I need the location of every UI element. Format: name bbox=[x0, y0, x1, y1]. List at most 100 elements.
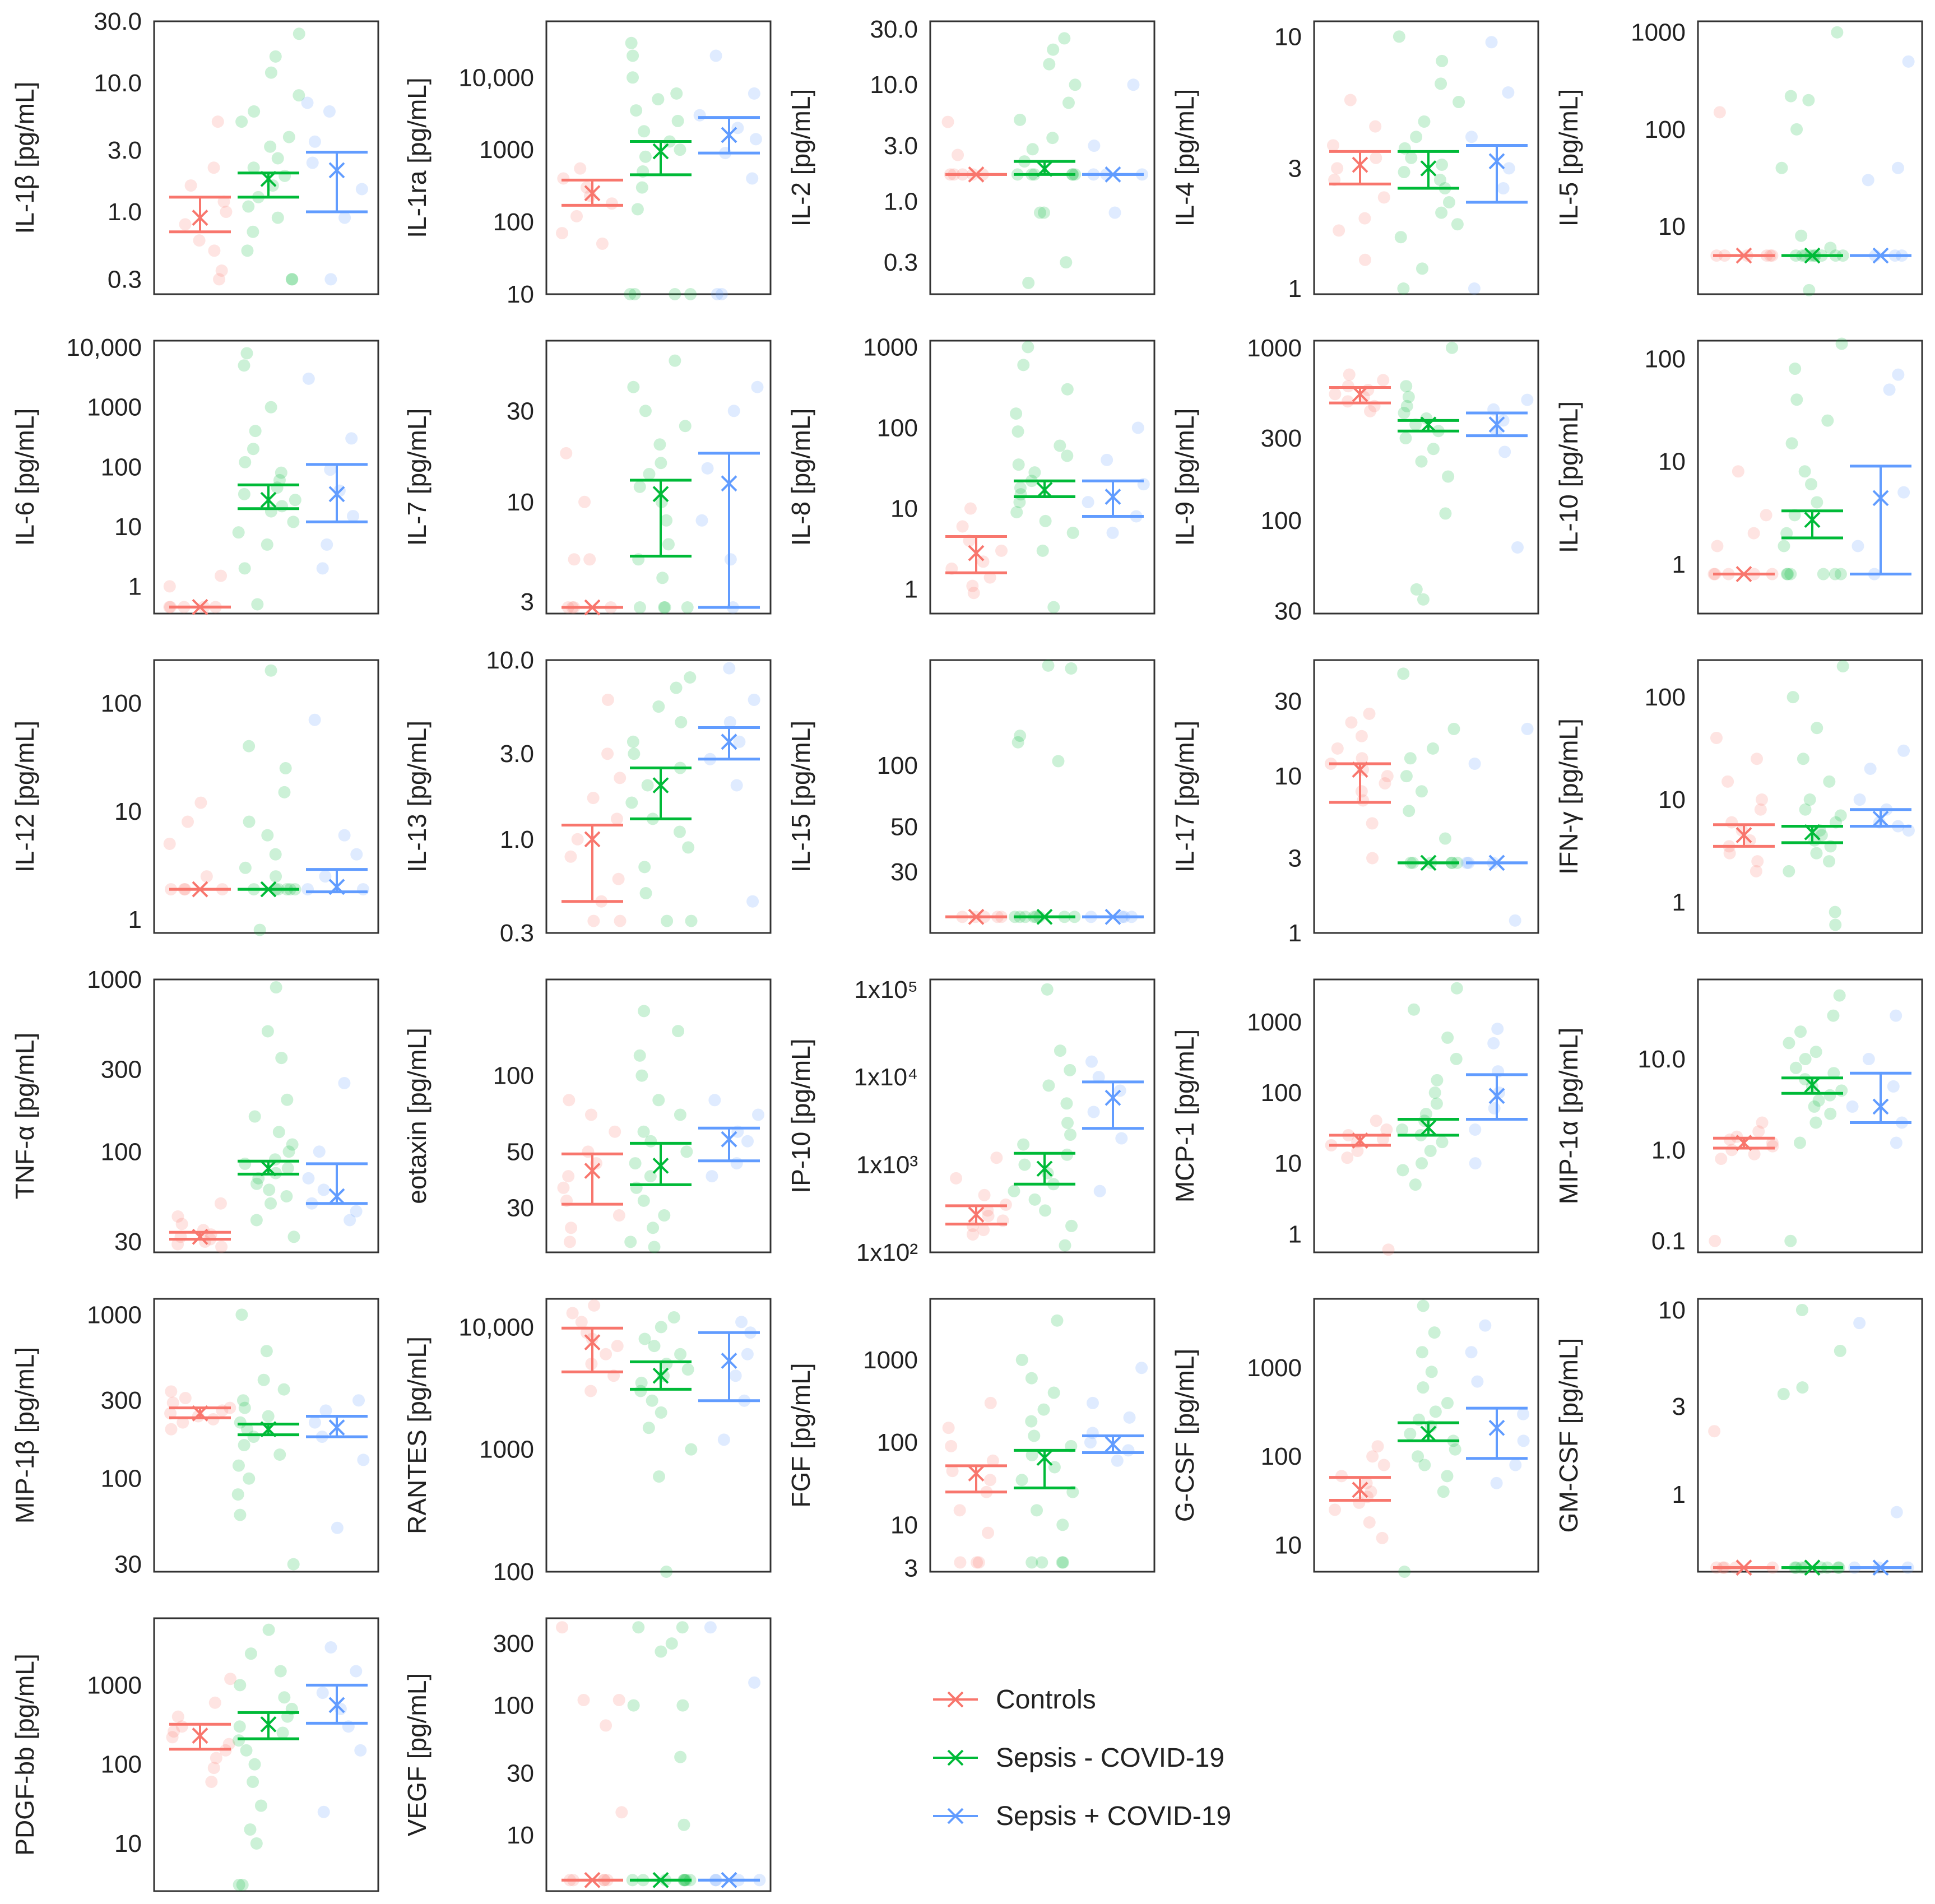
data-point bbox=[1054, 1044, 1066, 1057]
data-point bbox=[1785, 437, 1798, 450]
data-point bbox=[723, 662, 736, 675]
data-point bbox=[321, 538, 333, 551]
y-tick-label: 100 bbox=[101, 1465, 142, 1493]
data-point bbox=[1018, 1158, 1031, 1171]
series-sepsis-covid-19 bbox=[1393, 30, 1465, 295]
data-point bbox=[1887, 1080, 1900, 1093]
series-controls bbox=[562, 1299, 624, 1397]
series-sepsis-covid-19 bbox=[1465, 36, 1528, 295]
data-point bbox=[1810, 847, 1823, 860]
y-tick-label: 50 bbox=[507, 1138, 534, 1165]
data-point bbox=[270, 870, 282, 883]
data-point bbox=[746, 172, 759, 185]
y-axis-label: PDGF-bb [pg/mL] bbox=[10, 1654, 39, 1855]
data-point bbox=[1025, 1372, 1038, 1385]
data-point bbox=[1469, 1123, 1482, 1136]
data-point bbox=[282, 1145, 295, 1158]
data-point bbox=[941, 115, 954, 128]
y-axis-label: eotaxin [pg/mL] bbox=[402, 1028, 431, 1204]
panel-il-6: 1 10 100 1000 10,000 IL-6 [pg/mL] bbox=[10, 334, 379, 615]
data-point bbox=[1809, 1046, 1822, 1058]
data-point bbox=[1783, 865, 1795, 877]
data-point bbox=[1441, 1397, 1454, 1410]
mean-marker bbox=[1872, 247, 1889, 264]
y-tick-label: 100 bbox=[493, 208, 534, 236]
data-point bbox=[357, 1453, 370, 1466]
data-point bbox=[1377, 191, 1390, 204]
data-point bbox=[285, 273, 298, 286]
data-point bbox=[627, 49, 639, 62]
data-point bbox=[633, 480, 646, 493]
mean-marker bbox=[1352, 386, 1368, 402]
series-controls bbox=[945, 502, 1008, 600]
data-point bbox=[638, 1005, 651, 1018]
data-point bbox=[213, 273, 226, 286]
y-tick-label: 3 bbox=[1672, 1393, 1686, 1420]
data-point bbox=[1835, 1084, 1848, 1097]
data-point bbox=[234, 1679, 247, 1692]
data-point bbox=[639, 150, 652, 163]
data-point bbox=[1829, 568, 1841, 581]
data-point bbox=[319, 870, 332, 883]
data-point bbox=[233, 1878, 245, 1891]
panel-g-csf: 10 100 1000 G-CSF [pg/mL] bbox=[1170, 1298, 1539, 1578]
data-point bbox=[249, 425, 262, 438]
data-point bbox=[1796, 1381, 1809, 1394]
data-point bbox=[1379, 777, 1391, 790]
y-tick-label: 10 bbox=[114, 798, 142, 825]
data-point bbox=[1405, 151, 1418, 164]
data-point bbox=[1036, 1556, 1048, 1569]
data-point bbox=[215, 569, 228, 582]
data-point bbox=[596, 237, 609, 250]
data-point bbox=[1852, 540, 1864, 552]
series-sepsis-covid-19 bbox=[302, 372, 368, 575]
y-tick-label: 3 bbox=[1288, 155, 1302, 182]
data-point bbox=[655, 1645, 667, 1658]
y-tick-label: 10.0 bbox=[486, 647, 534, 674]
y-tick-label: 10 bbox=[507, 489, 534, 516]
data-point bbox=[166, 1396, 179, 1409]
data-point bbox=[1784, 1234, 1797, 1247]
data-point bbox=[182, 815, 194, 828]
y-tick-label: 10,000 bbox=[458, 1313, 534, 1341]
data-point bbox=[1509, 1459, 1522, 1471]
y-tick-label: 1 bbox=[1672, 551, 1686, 578]
data-point bbox=[1468, 758, 1481, 770]
panel-il-1β: 0.3 1.0 3.0 10.0 30.0 IL-1β [pg/mL] bbox=[10, 8, 379, 295]
y-axis-label: IP-10 [pg/mL] bbox=[786, 1038, 815, 1193]
series-controls bbox=[1707, 465, 1779, 582]
data-point bbox=[344, 1214, 356, 1227]
data-point bbox=[1358, 212, 1371, 225]
data-point bbox=[1366, 817, 1379, 830]
series-sepsis-covid-19 bbox=[232, 347, 301, 611]
data-point bbox=[588, 1299, 601, 1312]
panel-ip-10: 1x10² 1x10³ 1x10⁴ 1x10⁵ IP-10 [pg/mL] bbox=[786, 976, 1156, 1266]
series-sepsis-covid-19 bbox=[624, 1005, 693, 1253]
mean-marker bbox=[721, 475, 737, 492]
data-point bbox=[952, 148, 964, 161]
data-point bbox=[1059, 1239, 1071, 1252]
y-tick-label: 100 bbox=[1261, 1079, 1302, 1107]
data-point bbox=[752, 1108, 765, 1121]
y-tick-label: 1 bbox=[128, 573, 142, 600]
data-point bbox=[316, 562, 329, 575]
data-point bbox=[1371, 1440, 1384, 1453]
mean-marker bbox=[584, 599, 601, 616]
mean-marker bbox=[1488, 1419, 1505, 1436]
y-tick-label: 1 bbox=[1672, 1481, 1686, 1508]
mean-marker bbox=[584, 1163, 601, 1179]
data-point bbox=[287, 516, 300, 528]
panel-mip-1α: 0.1 1.0 10.0 MIP-1α [pg/mL] bbox=[1554, 978, 1923, 1255]
mean-marker bbox=[1872, 1559, 1889, 1576]
y-tick-label: 1000 bbox=[863, 1346, 918, 1374]
data-point bbox=[1046, 132, 1059, 145]
data-point bbox=[749, 133, 762, 146]
data-point bbox=[1065, 662, 1078, 675]
data-point bbox=[1453, 96, 1465, 109]
data-point bbox=[956, 520, 969, 533]
y-tick-label: 10 bbox=[114, 1830, 142, 1857]
legend-item: Sepsis - COVID-19 bbox=[933, 1743, 1224, 1773]
data-point bbox=[1015, 1474, 1028, 1487]
data-point bbox=[1794, 1136, 1807, 1149]
y-tick-label: 100 bbox=[1645, 345, 1686, 373]
